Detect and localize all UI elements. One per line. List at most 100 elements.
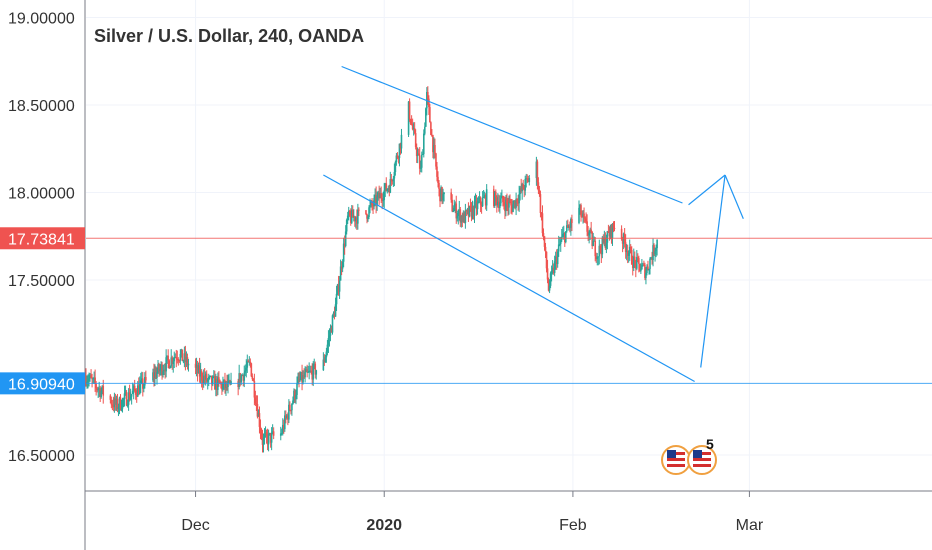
trendlines[interactable]: [323, 65, 744, 383]
candle-down: [429, 107, 431, 123]
candle-down: [381, 198, 384, 202]
candle-down: [600, 250, 603, 255]
time-tick-label: 2020: [366, 517, 402, 534]
candle-down: [467, 209, 470, 217]
candle-down: [439, 188, 441, 202]
candle-up: [182, 360, 185, 362]
candle-up: [124, 392, 127, 394]
candle-down: [511, 205, 513, 212]
time-axis[interactable]: Dec 2020 Feb Mar: [181, 491, 764, 534]
candle-up: [485, 189, 488, 206]
candle-up: [263, 435, 266, 438]
candle-up: [98, 388, 100, 390]
candle-up: [464, 210, 467, 223]
candle-down: [638, 258, 640, 264]
publisher-logo[interactable]: 5: [661, 436, 717, 475]
candle-up: [313, 363, 316, 365]
candle-down: [594, 240, 597, 257]
candle-up: [598, 245, 601, 257]
candle-down: [287, 415, 289, 420]
candle-up: [442, 194, 444, 201]
candle-down: [451, 199, 453, 212]
candle-up: [304, 372, 306, 378]
candle-down: [220, 383, 222, 385]
trendline[interactable]: [323, 174, 695, 383]
candle-down: [114, 398, 117, 405]
candle-up: [554, 256, 557, 262]
candle-down: [201, 380, 204, 384]
candle-down: [430, 122, 432, 135]
candle-up: [650, 258, 652, 260]
trendline[interactable]: [688, 174, 726, 206]
candle-up: [367, 217, 369, 219]
candle-down: [226, 381, 228, 388]
candle-up: [293, 390, 295, 401]
candle-up: [302, 375, 304, 383]
candle-up: [412, 128, 415, 130]
candle-up: [625, 251, 628, 253]
candle-up: [297, 378, 299, 384]
candle-up: [458, 209, 461, 214]
candle-down: [249, 361, 252, 364]
candle-up: [440, 187, 442, 202]
candle-down: [450, 192, 452, 200]
candle-down: [323, 359, 326, 363]
candle-up: [525, 178, 528, 180]
candle-up: [225, 381, 227, 388]
candle-up: [305, 369, 307, 373]
candle-down: [563, 233, 566, 243]
candle-down: [171, 357, 174, 364]
candle-up: [416, 153, 419, 157]
candle-up: [160, 364, 162, 370]
candle-up: [350, 209, 353, 223]
candle-up: [370, 201, 372, 206]
candle-down: [624, 242, 627, 252]
candle-up: [501, 195, 503, 199]
candle-down: [608, 232, 611, 237]
candle-down: [538, 190, 541, 195]
candle-down: [644, 264, 646, 278]
candle-down: [196, 365, 199, 374]
candle-up: [570, 219, 572, 228]
trendline[interactable]: [700, 174, 726, 368]
candle-up: [579, 205, 581, 208]
price-tick-label: 17.50000: [8, 273, 75, 290]
candle-down: [523, 189, 526, 191]
candle-down: [250, 363, 253, 377]
candle-up: [211, 376, 214, 385]
candle-down: [216, 378, 218, 390]
candle-down: [522, 184, 525, 190]
candle-up: [165, 357, 167, 372]
candle-up: [101, 385, 104, 391]
candle-up: [400, 134, 403, 149]
candle-up: [357, 209, 359, 224]
candle-up: [592, 240, 594, 247]
candle-up: [87, 380, 89, 382]
candle-down: [351, 209, 354, 218]
candle-up: [384, 183, 387, 191]
candle-up: [179, 353, 182, 361]
candle-up: [588, 232, 590, 236]
candle-up: [387, 188, 390, 190]
candle-up: [206, 380, 209, 382]
candle-up: [307, 371, 309, 373]
price-axis[interactable]: 19.00000 18.50000 18.00000 17.50000 16.50000: [8, 11, 75, 466]
candle-down: [509, 201, 511, 203]
candle-down: [540, 212, 543, 214]
candle-down: [537, 182, 540, 191]
candle-up: [341, 261, 344, 269]
candle-up: [377, 192, 379, 197]
candle-down: [203, 375, 206, 380]
candle-down: [186, 357, 189, 366]
trendline[interactable]: [341, 65, 683, 204]
candle-down: [653, 245, 655, 255]
candle-up: [227, 381, 229, 388]
trendline[interactable]: [724, 174, 744, 219]
candle-up: [548, 285, 551, 291]
candle-up: [197, 365, 200, 374]
candle-down: [514, 200, 516, 208]
candle-up: [174, 356, 177, 358]
candle-down: [218, 377, 220, 381]
candle-up: [325, 351, 328, 358]
